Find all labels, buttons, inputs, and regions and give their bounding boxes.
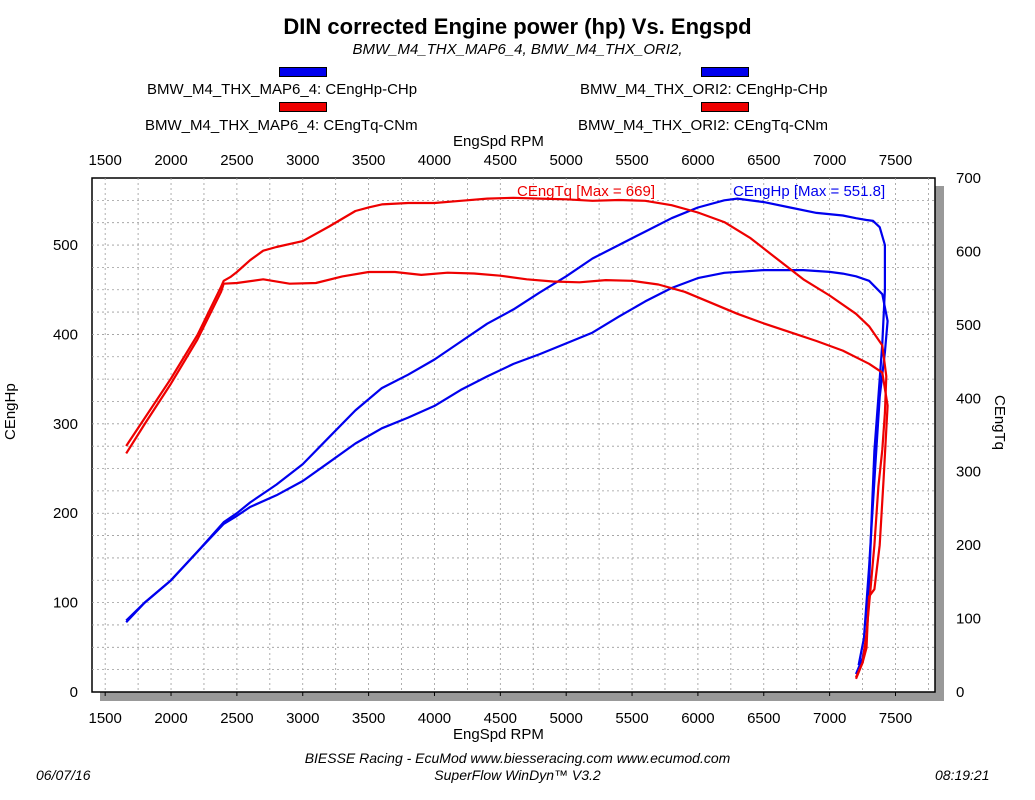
y-tick-label-left: 300 bbox=[53, 416, 78, 433]
legend-swatch-ori-tq bbox=[701, 102, 749, 112]
x-tick-label-bottom: 2000 bbox=[154, 710, 187, 727]
x-tick-label-top: 5500 bbox=[615, 152, 648, 169]
legend-label-map-tq: BMW_M4_THX_MAP6_4: CEngTq-CNm bbox=[145, 117, 418, 134]
x-axis-label-bottom: EngSpd RPM bbox=[453, 726, 544, 743]
footer-credit: BIESSE Racing - EcuMod www.biesseracing.… bbox=[304, 750, 731, 766]
y-tick-label-left: 200 bbox=[53, 505, 78, 522]
legend-label-map-hp: BMW_M4_THX_MAP6_4: CEngHp-CHp bbox=[147, 81, 418, 98]
x-tick-label-top: 3500 bbox=[352, 152, 385, 169]
series-line-3 bbox=[125, 270, 889, 680]
x-tick-label-bottom: 5500 bbox=[615, 710, 648, 727]
legend-label-ori-hp: BMW_M4_THX_ORI2: CEngHp-CHp bbox=[580, 81, 828, 98]
y-tick-label-right: 0 bbox=[956, 684, 964, 701]
max-annotation-1: CEngHp [Max = 551.8] bbox=[733, 183, 885, 200]
x-tick-label-bottom: 6000 bbox=[681, 710, 714, 727]
y-tick-label-right: 300 bbox=[956, 464, 981, 481]
x-tick-label-bottom: 3500 bbox=[352, 710, 385, 727]
x-tick-label-bottom: 7500 bbox=[879, 710, 912, 727]
x-tick-label-top: 6500 bbox=[747, 152, 780, 169]
x-tick-label-top: 2000 bbox=[154, 152, 187, 169]
legend-label-ori-tq: BMW_M4_THX_ORI2: CEngTq-CNm bbox=[578, 117, 829, 134]
y-tick-label-right: 700 bbox=[956, 170, 981, 187]
series-line-0 bbox=[125, 197, 886, 675]
x-tick-label-bottom: 4500 bbox=[484, 710, 517, 727]
y-tick-label-right: 400 bbox=[956, 390, 981, 407]
y-tick-label-right: 100 bbox=[956, 611, 981, 628]
x-tick-label-top: 4500 bbox=[484, 152, 517, 169]
footer-time: 08:19:21 bbox=[935, 767, 990, 783]
x-tick-label-bottom: 6500 bbox=[747, 710, 780, 727]
y-tick-label-right: 500 bbox=[956, 317, 981, 334]
series-line-1 bbox=[125, 269, 889, 666]
y-tick-label-right: 200 bbox=[956, 537, 981, 554]
x-tick-label-bottom: 7000 bbox=[813, 710, 846, 727]
legend-swatch-map-hp bbox=[279, 67, 327, 77]
plot-shadow bbox=[935, 186, 944, 701]
x-tick-label-top: 7500 bbox=[879, 152, 912, 169]
legend-swatch-map-tq bbox=[279, 102, 327, 112]
legend-swatch-ori-hp bbox=[701, 67, 749, 77]
footer-date: 06/07/16 bbox=[36, 767, 91, 783]
x-tick-label-bottom: 5000 bbox=[550, 710, 583, 727]
footer-software: SuperFlow WinDyn™ V3.2 bbox=[434, 767, 601, 783]
y-tick-label-left: 0 bbox=[70, 684, 78, 701]
x-tick-label-top: 7000 bbox=[813, 152, 846, 169]
series-line-2 bbox=[125, 196, 888, 678]
y-tick-label-left: 100 bbox=[53, 595, 78, 612]
max-annotation-0: CEngTq [Max = 669] bbox=[517, 183, 655, 200]
y-tick-label-left: 400 bbox=[53, 326, 78, 343]
x-axis-label-top: EngSpd RPM bbox=[453, 133, 544, 150]
plot-shadow-bottom bbox=[100, 692, 944, 701]
x-tick-label-top: 3000 bbox=[286, 152, 319, 169]
x-tick-label-top: 2500 bbox=[220, 152, 253, 169]
x-tick-label-top: 6000 bbox=[681, 152, 714, 169]
x-tick-label-top: 4000 bbox=[418, 152, 451, 169]
x-tick-label-top: 1500 bbox=[88, 152, 121, 169]
x-tick-label-bottom: 3000 bbox=[286, 710, 319, 727]
x-tick-label-top: 5000 bbox=[550, 152, 583, 169]
y-tick-label-right: 600 bbox=[956, 243, 981, 260]
x-tick-label-bottom: 1500 bbox=[88, 710, 121, 727]
chart-title: DIN corrected Engine power (hp) Vs. Engs… bbox=[283, 14, 752, 39]
plot-frame bbox=[91, 177, 936, 693]
x-tick-label-bottom: 2500 bbox=[220, 710, 253, 727]
chart-subtitle: BMW_M4_THX_MAP6_4, BMW_M4_THX_ORI2, bbox=[352, 41, 683, 58]
x-tick-label-bottom: 4000 bbox=[418, 710, 451, 727]
y-tick-label-left: 500 bbox=[53, 237, 78, 254]
